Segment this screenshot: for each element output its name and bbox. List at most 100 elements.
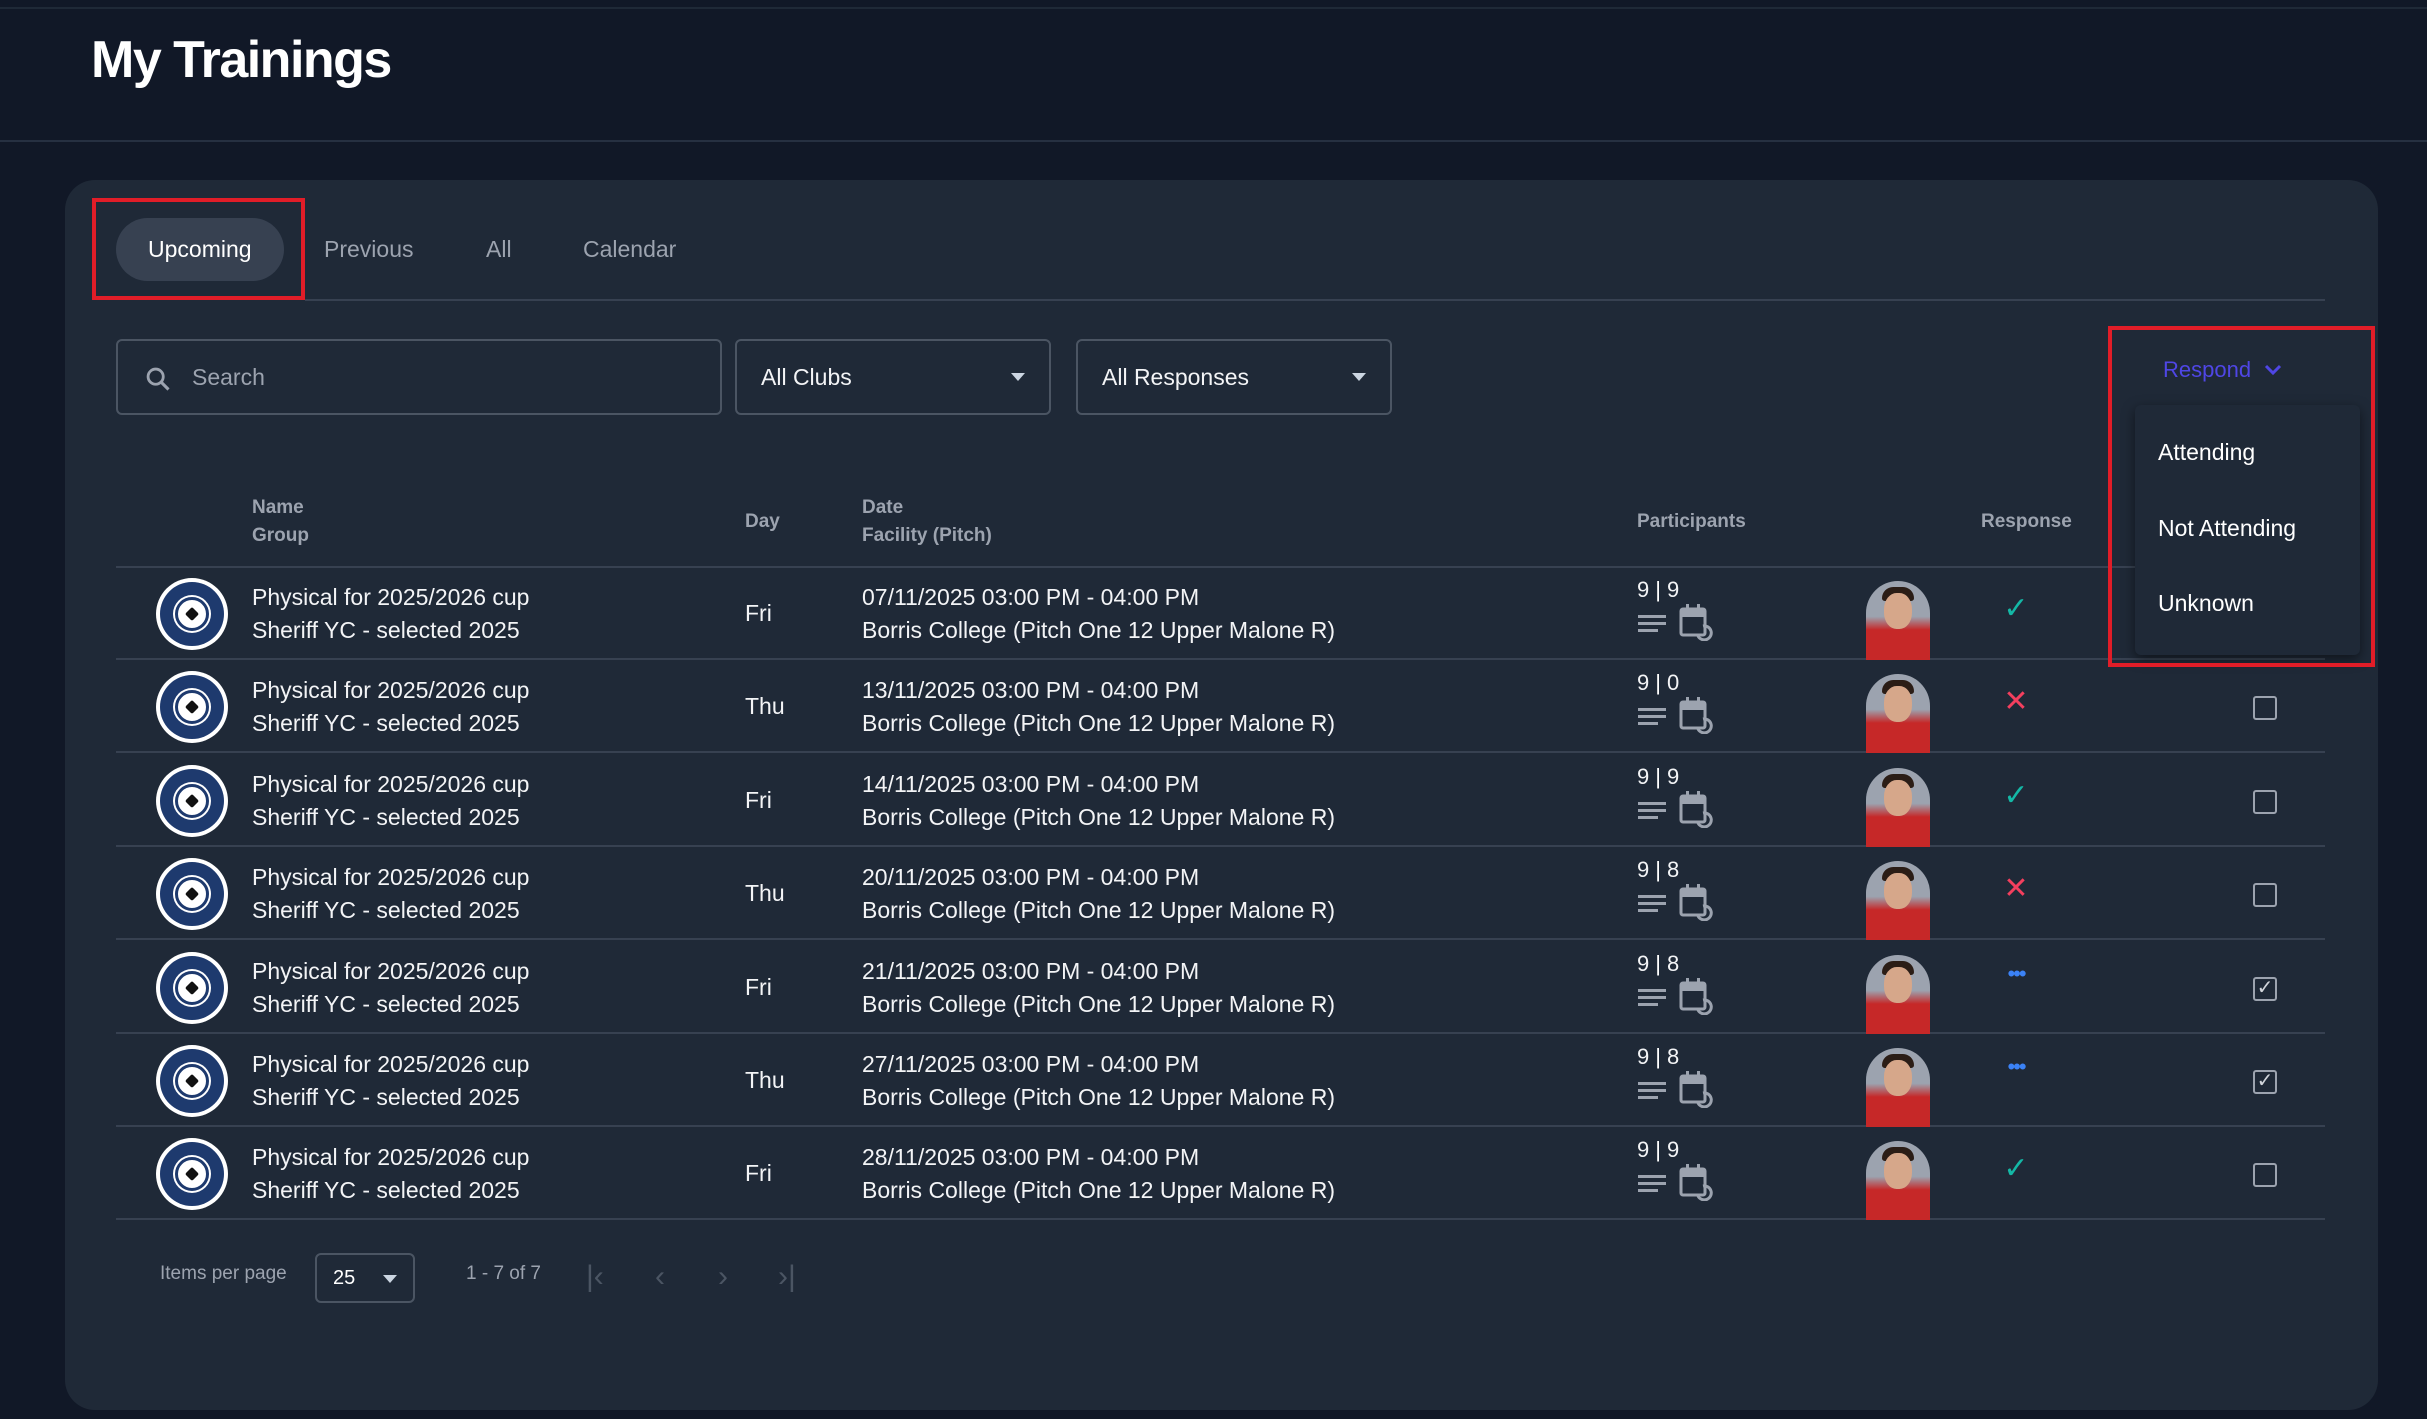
highlight-box	[2108, 326, 2375, 667]
football-icon	[175, 1157, 209, 1192]
tab-all[interactable]: All	[486, 236, 512, 262]
responses-select[interactable]: All Responses	[1076, 339, 1392, 415]
calendar-sync-icon[interactable]	[1679, 603, 1715, 641]
checkbox[interactable]	[2253, 789, 2277, 814]
table-row[interactable]: Physical for 2025/2026 cup Sheriff YC - …	[116, 941, 2325, 1034]
menu-item-unknown[interactable]: Unknown	[2158, 590, 2254, 616]
training-name[interactable]: Physical for 2025/2026 cup	[252, 1051, 530, 1077]
col-facility[interactable]: Facility (Pitch)	[862, 525, 992, 546]
clubs-select[interactable]: All Clubs	[735, 339, 1051, 415]
clubs-select-value: All Clubs	[761, 364, 852, 390]
table-row[interactable]: Physical for 2025/2026 cup Sheriff YC - …	[116, 1034, 2325, 1127]
football-icon	[175, 597, 209, 631]
table-row[interactable]: Physical for 2025/2026 cup Sheriff YC - …	[116, 1127, 2325, 1221]
notes-icon[interactable]	[1637, 985, 1669, 1011]
tab-previous[interactable]: Previous	[324, 236, 414, 262]
menu-item-attending[interactable]: Attending	[2158, 439, 2256, 465]
notes-icon[interactable]	[1637, 798, 1669, 824]
page-header: My Trainings	[0, 0, 2427, 142]
football-icon	[175, 690, 209, 725]
checked-checkbox[interactable]: ✓	[2253, 976, 2277, 1001]
tab-upcoming[interactable]: Upcoming	[116, 218, 284, 281]
training-date: 27/11/2025 03:00 PM - 04:00 PM	[862, 1051, 1200, 1077]
top-border	[0, 7, 2427, 9]
training-name[interactable]: Physical for 2025/2026 cup	[252, 677, 530, 704]
check-icon: ✓	[2003, 1152, 2029, 1186]
col-date[interactable]: Date	[862, 497, 904, 518]
search-placeholder: Search	[192, 364, 265, 390]
calendar-sync-icon[interactable]	[1679, 1163, 1715, 1202]
notes-icon[interactable]	[1637, 1078, 1669, 1104]
page-size-select[interactable]: 25	[315, 1253, 415, 1303]
football-icon	[175, 970, 209, 1005]
football-icon	[175, 783, 209, 818]
header-divider	[116, 566, 2325, 568]
training-date: 13/11/2025 03:00 PM - 04:00 PM	[862, 677, 1200, 704]
training-facility: Borris College (Pitch One 12 Upper Malon…	[862, 1084, 1335, 1110]
more-dots-icon: •••	[2007, 960, 2026, 986]
checked-checkbox[interactable]: ✓	[2253, 1070, 2277, 1094]
notes-icon[interactable]	[1637, 704, 1669, 730]
next-page-icon[interactable]: ›	[718, 1260, 728, 1293]
participant-counts: 9 | 9	[1637, 577, 1680, 602]
avatar	[1866, 674, 1930, 754]
training-day: Fri	[745, 1160, 772, 1187]
calendar-sync-icon[interactable]	[1679, 790, 1715, 828]
training-name[interactable]: Physical for 2025/2026 cup	[252, 770, 530, 797]
checkbox[interactable]	[2253, 696, 2277, 721]
table-row[interactable]: Physical for 2025/2026 cup Sheriff YC - …	[116, 660, 2325, 754]
tab-calendar[interactable]: Calendar	[583, 236, 677, 262]
club-logo	[156, 1045, 228, 1117]
training-group: Sheriff YC - selected 2025	[252, 897, 520, 924]
chevron-down-icon	[2265, 364, 2282, 376]
col-group[interactable]: Group	[252, 525, 309, 546]
notes-icon[interactable]	[1637, 1171, 1669, 1197]
club-logo	[156, 578, 228, 650]
training-facility: Borris College (Pitch One 12 Upper Malon…	[862, 617, 1335, 643]
participant-counts: 9 | 8	[1637, 1044, 1680, 1069]
training-date: 14/11/2025 03:00 PM - 04:00 PM	[862, 770, 1200, 797]
training-name[interactable]: Physical for 2025/2026 cup	[252, 957, 530, 984]
training-name[interactable]: Physical for 2025/2026 cup	[252, 864, 530, 891]
training-day: Thu	[745, 1067, 785, 1093]
training-facility: Borris College (Pitch One 12 Upper Malon…	[862, 1177, 1335, 1204]
participant-counts: 9 | 8	[1637, 857, 1680, 883]
items-per-page-label: Items per page	[160, 1263, 287, 1284]
training-name[interactable]: Physical for 2025/2026 cup	[252, 1144, 530, 1171]
table-row[interactable]: Physical for 2025/2026 cup Sheriff YC - …	[116, 567, 2325, 660]
participant-total: 9	[1637, 857, 1650, 883]
calendar-sync-icon[interactable]	[1679, 1070, 1715, 1108]
notes-icon[interactable]	[1637, 891, 1669, 917]
training-name[interactable]: Physical for 2025/2026 cup	[252, 584, 530, 610]
previous-page-icon[interactable]: ‹	[655, 1260, 665, 1293]
notes-icon[interactable]	[1637, 611, 1669, 637]
participant-attending: 0	[1666, 670, 1680, 696]
first-page-icon[interactable]: |‹	[586, 1260, 604, 1293]
calendar-sync-icon[interactable]	[1679, 883, 1715, 922]
last-page-icon[interactable]: ›|	[778, 1260, 796, 1293]
table-row[interactable]: Physical for 2025/2026 cup Sheriff YC - …	[116, 847, 2325, 941]
table-row[interactable]: Physical for 2025/2026 cup Sheriff YC - …	[116, 754, 2325, 847]
search-input[interactable]: Search	[116, 339, 722, 415]
more-dots-icon: •••	[2007, 1054, 2026, 1079]
checkbox[interactable]	[2253, 1163, 2277, 1188]
col-response: Response	[1981, 511, 2072, 532]
tabs-divider	[305, 299, 2325, 301]
participant-attending: 8	[1666, 857, 1680, 883]
avatar	[1866, 1141, 1930, 1221]
training-group: Sheriff YC - selected 2025	[252, 1084, 520, 1110]
calendar-sync-icon[interactable]	[1679, 696, 1715, 735]
page-size-value: 25	[333, 1267, 356, 1289]
club-logo	[156, 1138, 228, 1211]
menu-item-not-attending[interactable]: Not Attending	[2158, 515, 2297, 541]
avatar	[1866, 954, 1930, 1034]
col-name[interactable]: Name	[252, 497, 304, 518]
calendar-sync-icon[interactable]	[1679, 977, 1715, 1015]
training-facility: Borris College (Pitch One 12 Upper Malon…	[862, 710, 1335, 737]
participant-counts: 9 | 9	[1637, 763, 1680, 789]
checkbox[interactable]	[2253, 883, 2277, 908]
participant-total: 9	[1637, 670, 1650, 696]
training-group: Sheriff YC - selected 2025	[252, 1177, 520, 1204]
respond-button[interactable]: Respond	[2163, 357, 2283, 383]
col-day[interactable]: Day	[745, 511, 780, 532]
